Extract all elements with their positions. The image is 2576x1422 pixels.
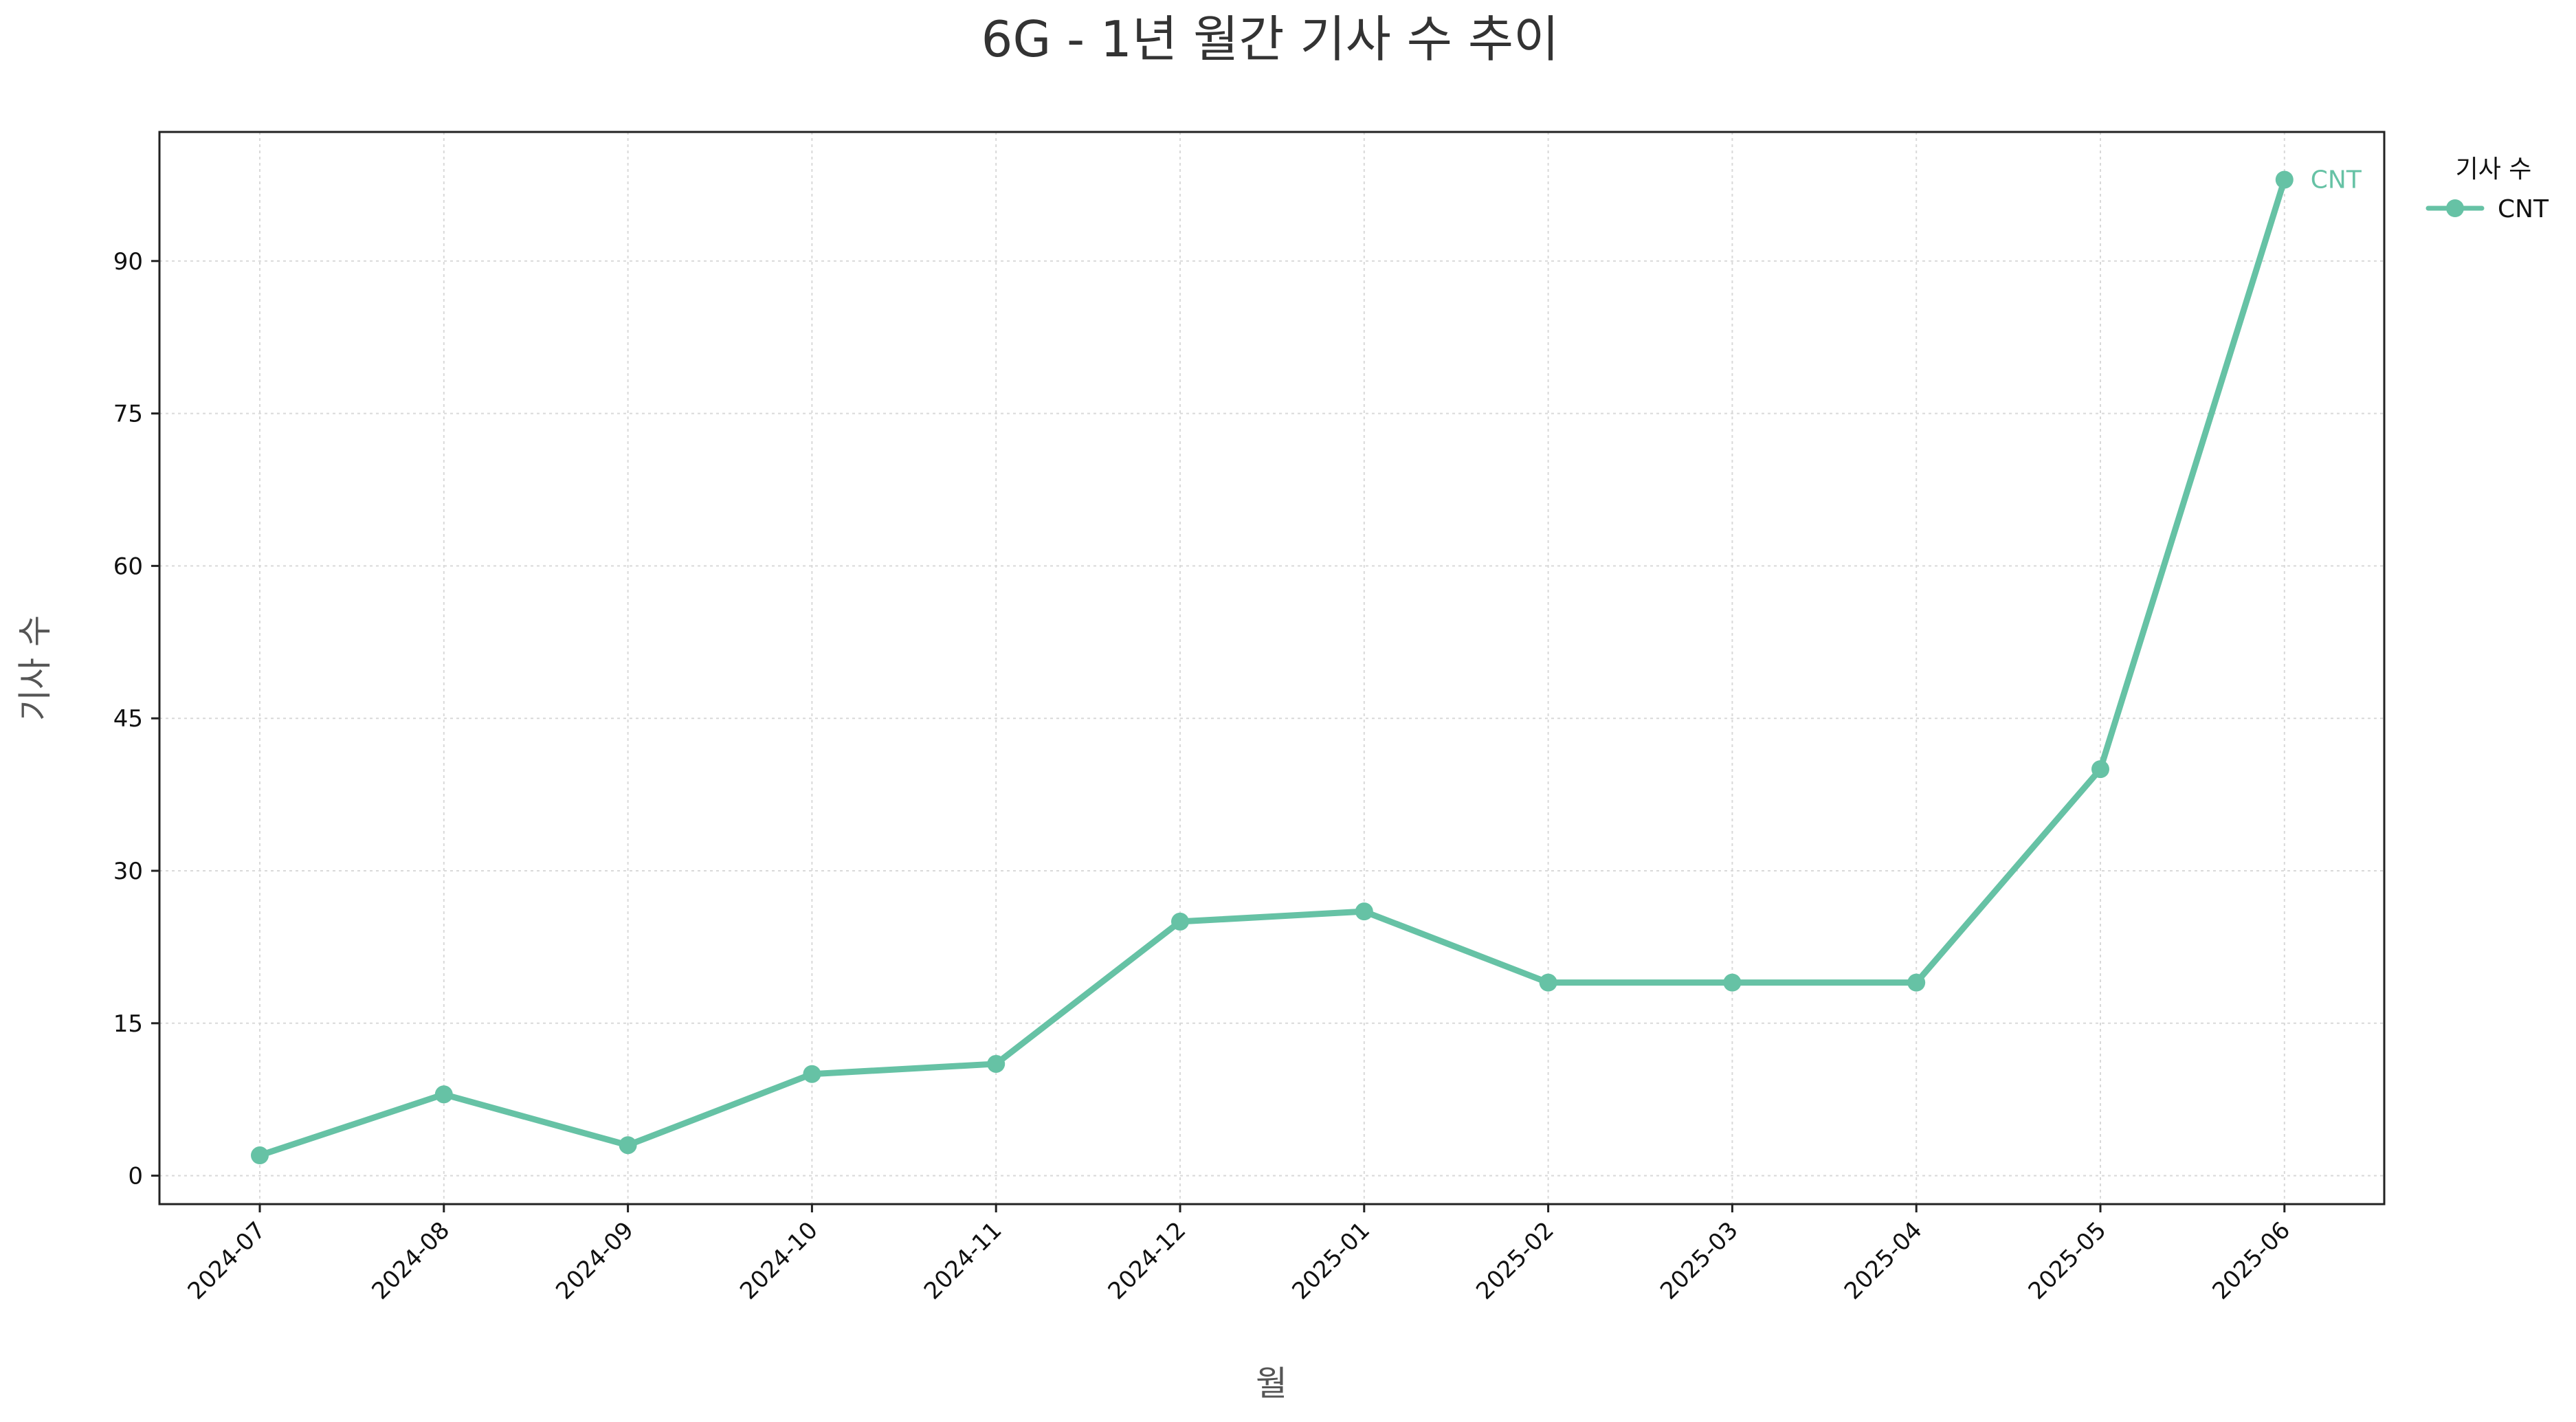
x-tick-label: 2024-09 [551, 1217, 639, 1305]
data-point [1723, 973, 1742, 992]
legend: 기사 수 CNT [2425, 155, 2549, 223]
y-tick-label: 45 [113, 705, 143, 733]
series-line-cnt [256, 176, 2288, 1159]
y-tick-label: 0 [128, 1163, 143, 1190]
x-tick-label: 2024-10 [735, 1217, 823, 1305]
legend-label-cnt: CNT [2498, 195, 2549, 223]
x-tick-label: 2025-02 [1471, 1217, 1559, 1305]
data-point [251, 1146, 269, 1165]
y-tick-label: 90 [113, 248, 143, 276]
series-cnt: CNT [251, 166, 2362, 1165]
legend-title: 기사 수 [2456, 155, 2532, 184]
x-tick-label: 2025-03 [1655, 1217, 1744, 1305]
x-tick-label: 2025-05 [2023, 1217, 2112, 1305]
y-tick-label: 30 [113, 858, 143, 885]
x-tick-label: 2025-01 [1287, 1217, 1375, 1305]
grid-lines [159, 132, 2384, 1204]
data-point [1355, 902, 1373, 921]
series-end-label: CNT [2311, 166, 2362, 194]
data-point [2275, 170, 2294, 189]
data-point [1907, 973, 1926, 992]
y-tick-label: 15 [113, 1010, 143, 1038]
x-tick-label: 2024-12 [1103, 1217, 1192, 1305]
data-point [2091, 760, 2109, 779]
x-tick-label: 2025-04 [1839, 1217, 1928, 1305]
x-tick-label: 2024-08 [366, 1217, 455, 1305]
y-axis: 0 15 30 45 60 75 90 [113, 248, 159, 1190]
x-tick-label: 2025-06 [2207, 1217, 2296, 1305]
chart-title: 6G - 1년 월간 기사 수 추이 [981, 10, 1559, 68]
data-point [434, 1085, 453, 1104]
data-point [987, 1054, 1006, 1073]
y-tick-label: 75 [113, 401, 143, 428]
y-axis-label: 기사 수 [15, 615, 55, 721]
plot-frame [158, 131, 2386, 1206]
x-tick-label: 2024-11 [919, 1217, 1008, 1305]
x-axis: 2024-07 2024-08 2024-09 2024-10 2024-11 2024-… [183, 1204, 2296, 1305]
y-tick-label: 60 [113, 553, 143, 580]
data-point [619, 1136, 637, 1155]
legend-marker-swatch [2446, 199, 2464, 217]
data-point [803, 1065, 821, 1083]
data-point [1539, 973, 1557, 992]
x-tick-label: 2024-07 [183, 1217, 271, 1305]
data-point [1171, 912, 1189, 931]
x-axis-label: 월 [1256, 1364, 1287, 1403]
